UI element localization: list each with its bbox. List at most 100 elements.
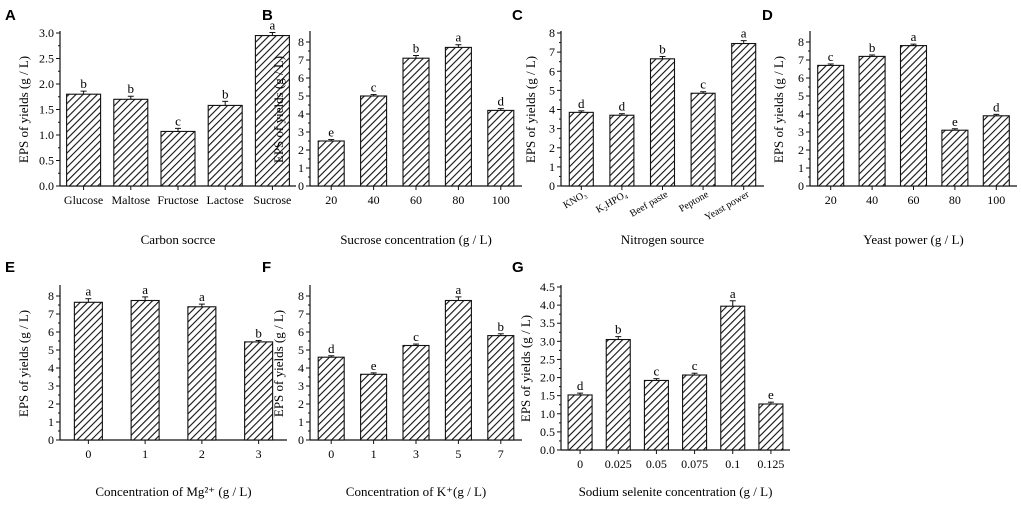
x-category-label: 0 (85, 447, 91, 461)
significance-label: b (255, 325, 262, 340)
x-axis-title: Sucrose concentration (g / L) (340, 232, 492, 247)
bar (317, 356, 345, 441)
y-tick-label: 2 (549, 141, 555, 155)
bar (720, 305, 746, 451)
significance-label: d (577, 378, 584, 393)
y-tick-label: 2 (48, 397, 54, 411)
bar (444, 299, 472, 441)
y-tick-label: 3 (549, 122, 555, 136)
x-category-label: 2 (199, 447, 205, 461)
significance-label: a (456, 30, 462, 45)
y-tick-label: 2.5 (39, 52, 54, 66)
y-tick-label: 2 (298, 397, 304, 411)
bar (941, 129, 969, 187)
significance-label: d (578, 96, 585, 111)
significance-label: d (328, 341, 335, 356)
panel-letter: E (5, 259, 15, 276)
y-tick-label: 4 (298, 107, 304, 121)
x-category-label: 20 (825, 193, 837, 207)
x-category-label: Maltose (111, 193, 150, 207)
x-category-label: Yeast power (703, 189, 752, 223)
y-tick-label: 0.5 (540, 425, 555, 439)
significance-label: a (911, 29, 917, 44)
y-tick-label: 0.5 (39, 154, 54, 168)
y-tick-label: 3.0 (540, 334, 555, 348)
bar (402, 57, 430, 187)
y-tick-label: 0 (298, 179, 304, 193)
y-tick-label: 4.5 (540, 280, 555, 294)
bar (605, 338, 631, 451)
y-tick-label: 1 (48, 415, 54, 429)
y-tick-label: 1.5 (540, 389, 555, 403)
y-tick-label: 6 (549, 64, 555, 78)
x-category-label: 0.05 (646, 457, 667, 471)
y-tick-label: 3.5 (540, 316, 555, 330)
bar (360, 373, 388, 441)
significance-label: c (654, 364, 660, 379)
bar (487, 109, 515, 187)
y-tick-label: 1 (549, 160, 555, 174)
y-tick-label: 4.0 (540, 298, 555, 312)
x-category-label: 1 (142, 447, 148, 461)
bar (899, 45, 928, 187)
x-category-label: 40 (368, 193, 380, 207)
bar (487, 335, 515, 441)
x-axis-title: Nitrogen source (621, 232, 705, 247)
y-axis-title: EPS of yields (g / L) (271, 310, 286, 417)
significance-label: b (128, 81, 135, 96)
y-tick-label: 0.0 (540, 443, 555, 457)
chart-panel-f: F 0 1 2 3 4 5 6 7 8 EPS of yields (g / L) d 0 e 1 c 3 a 5 b… (262, 259, 522, 499)
significance-label: a (730, 286, 736, 301)
bar (690, 92, 716, 187)
x-category-label: 0 (577, 457, 583, 471)
bar (187, 306, 217, 441)
significance-label: a (741, 26, 747, 41)
x-category-label: Peptone (677, 189, 711, 215)
x-category-label: Beef paste (628, 189, 670, 220)
x-category-label: 0.1 (725, 457, 740, 471)
significance-label: d (993, 99, 1000, 114)
bar (317, 140, 345, 187)
y-tick-label: 1 (298, 415, 304, 429)
panel-letter: B (262, 7, 273, 24)
x-category-label: 60 (410, 193, 422, 207)
significance-label: e (328, 125, 334, 140)
y-axis-title: EPS of yields (g / L) (518, 315, 533, 422)
panel-letter: C (512, 7, 523, 24)
y-tick-label: 3 (298, 379, 304, 393)
panel-letter: A (5, 7, 16, 24)
panel-letter: G (512, 259, 524, 276)
y-tick-label: 3.0 (39, 26, 54, 40)
bar (66, 93, 102, 187)
x-category-label: K₂HPO₄ (594, 189, 630, 216)
bar (402, 344, 430, 441)
x-category-label: Sucrose (253, 193, 291, 207)
significance-label: e (371, 358, 377, 373)
bar (130, 299, 160, 441)
y-tick-label: 2 (798, 143, 804, 157)
y-axis-title: EPS of yields (g / L) (16, 56, 31, 163)
x-category-label: 60 (908, 193, 920, 207)
bar (568, 111, 594, 187)
significance-label: b (80, 76, 87, 91)
x-category-label: 0.125 (757, 457, 784, 471)
y-tick-label: 5 (48, 343, 54, 357)
y-tick-label: 8 (48, 289, 54, 303)
bar (649, 58, 676, 187)
y-tick-label: 8 (298, 289, 304, 303)
x-category-label: 7 (498, 447, 504, 461)
significance-label: c (413, 329, 419, 344)
significance-label: a (85, 284, 91, 299)
significance-label: a (199, 289, 205, 304)
significance-label: a (270, 17, 276, 32)
significance-label: b (659, 42, 666, 57)
y-tick-label: 4 (298, 361, 304, 375)
bar (858, 55, 886, 187)
chart-panel-e: E 0 1 2 3 4 5 6 7 8 EPS of yields (g / L) a 0 a 1 a 2 b 3 C… (5, 259, 287, 499)
y-tick-label: 5 (298, 343, 304, 357)
panel-letter: D (762, 7, 773, 24)
significance-label: a (456, 282, 462, 297)
x-category-label: 100 (987, 193, 1005, 207)
x-category-label: KNO₃ (562, 189, 589, 211)
